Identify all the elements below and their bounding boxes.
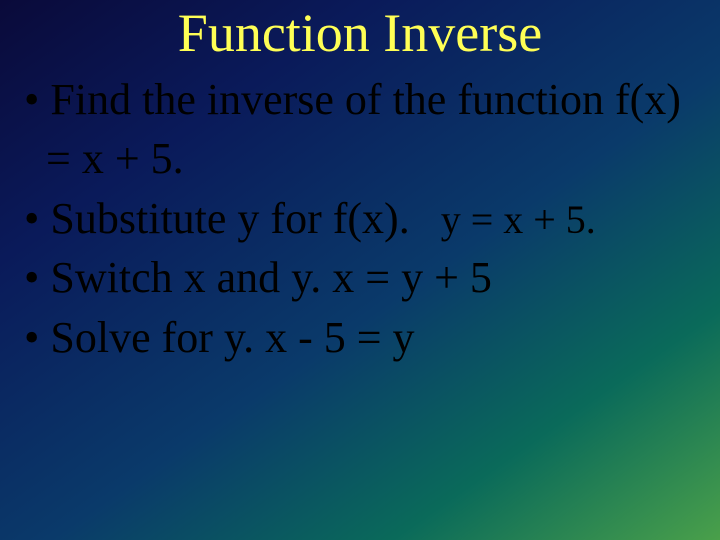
bullet-equation: y = x + 5. <box>441 197 596 242</box>
bullet-item: • Find the inverse of the function f(x) … <box>24 70 700 189</box>
bullet-item: • Switch x and y. x = y + 5 <box>24 248 700 307</box>
bullet-list: • Find the inverse of the function f(x) … <box>20 70 700 367</box>
bullet-item: • Substitute y for f(x). y = x + 5. <box>24 189 700 248</box>
bullet-item: • Solve for y. x - 5 = y <box>24 308 700 367</box>
slide: Function Inverse • Find the inverse of t… <box>0 0 720 540</box>
bullet-text: • Substitute y for f(x). <box>24 194 410 243</box>
slide-title: Function Inverse <box>20 0 700 64</box>
bullet-equation <box>421 197 441 242</box>
